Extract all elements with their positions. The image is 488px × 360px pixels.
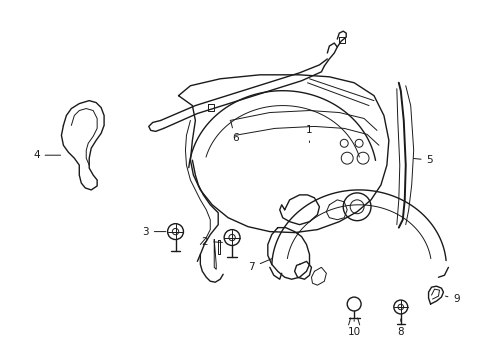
Text: 7: 7 [248,258,272,272]
Text: 9: 9 [445,294,459,304]
Text: 6: 6 [230,121,238,143]
Text: 2: 2 [201,237,222,247]
Text: 5: 5 [413,155,432,165]
Text: 10: 10 [347,320,360,337]
Text: 4: 4 [33,150,61,160]
Text: 3: 3 [142,226,165,237]
Text: 8: 8 [397,319,403,337]
Text: 1: 1 [305,125,312,143]
